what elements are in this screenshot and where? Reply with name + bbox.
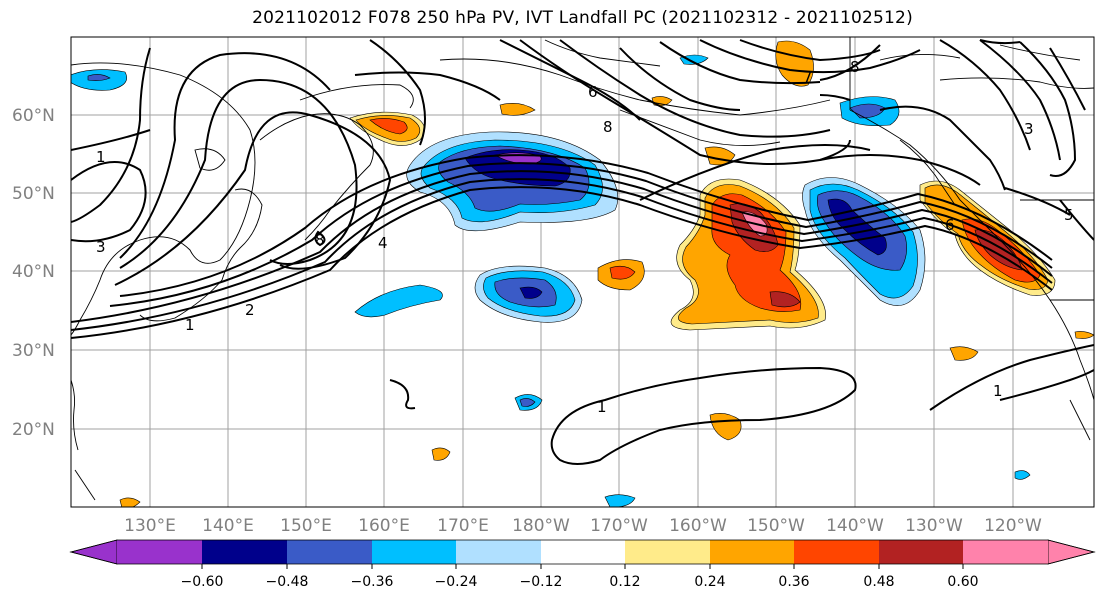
colorbar-tick-label: 0.12 [609, 574, 640, 590]
lon-label: 140°W [826, 516, 884, 536]
contour-label: 6 [945, 216, 955, 234]
pv-contours [71, 39, 1094, 465]
contour-label: 1 [597, 398, 607, 416]
lon-label: 180°W [512, 516, 570, 536]
contour-label: 8 [850, 58, 860, 76]
contour-label: 3 [1024, 120, 1034, 138]
contour-labels: 1 3 8 4 2 1 6 8 8 7 3 6 5 1 1 [96, 58, 1074, 416]
lon-label: 150°W [747, 516, 805, 536]
colorbar: −0.60 −0.48 −0.36 −0.24 −0.12 0.12 0.24 … [69, 539, 1096, 590]
lon-label: 170°W [590, 516, 648, 536]
colorbar-segment [541, 540, 625, 564]
colorbar-segment [372, 540, 456, 564]
colorbar-extend-low [69, 539, 118, 565]
contour-label: 5 [1064, 206, 1074, 224]
contour-label: 6 [588, 83, 598, 101]
colorbar-tick-label: 0.36 [778, 574, 809, 590]
colorbar-segment [710, 540, 794, 564]
colorbar-segment [794, 540, 879, 564]
colorbar-extend-high [1047, 539, 1096, 565]
colorbar-segment [625, 540, 710, 564]
colorbar-segment [202, 540, 287, 564]
lat-label: 50°N [12, 184, 55, 204]
colorbar-segment [287, 540, 372, 564]
lon-label: 160°E [358, 516, 410, 536]
colorbar-segment [963, 540, 1048, 564]
map-border [70, 36, 1095, 508]
colorbar-tick-label: −0.12 [520, 574, 563, 590]
lat-label: 20°N [12, 420, 55, 440]
lon-label: 140°E [202, 516, 254, 536]
lon-label: 150°E [280, 516, 332, 536]
latitude-labels: 60°N 50°N 40°N 30°N 20°N [12, 106, 55, 440]
contour-label: 1 [185, 316, 195, 334]
contour-label: 1 [96, 148, 106, 166]
colorbar-segment [117, 540, 202, 564]
longitude-labels: 130°E 140°E 150°E 160°E 170°E 180°W 170°… [124, 516, 1042, 536]
contour-label: 7 [803, 68, 813, 86]
figure-title: 2021102012 F078 250 hPa PV, IVT Landfall… [252, 8, 913, 28]
colorbar-outline [69, 539, 1096, 565]
colorbar-tick-label: 0.24 [694, 574, 725, 590]
lon-label: 130°W [905, 516, 963, 536]
contour-label: 8 [315, 231, 325, 249]
colorbar-tick-label: −0.36 [351, 574, 394, 590]
colorbar-ticks [201, 564, 964, 569]
lat-label: 30°N [12, 341, 55, 361]
colorbar-tick-label: −0.48 [266, 574, 309, 590]
colorbar-tick-label: 0.48 [863, 574, 894, 590]
contour-label: 3 [96, 238, 106, 256]
colorbar-tick-label: 0.60 [947, 574, 978, 590]
colorbar-tick-label: −0.24 [435, 574, 478, 590]
contour-label: 2 [245, 301, 255, 319]
lon-label: 170°E [437, 516, 489, 536]
colorbar-segment [879, 540, 963, 564]
lon-label: 120°W [984, 516, 1042, 536]
lat-label: 60°N [12, 106, 55, 126]
lat-label: 40°N [12, 262, 55, 282]
lon-label: 130°E [124, 516, 176, 536]
contour-label: 4 [378, 234, 388, 252]
negative-anomalies [71, 54, 1031, 507]
colorbar-tick-label: −0.60 [181, 574, 224, 590]
lon-label: 160°W [669, 516, 727, 536]
contour-label: 1 [993, 382, 1003, 400]
colorbar-segment [456, 540, 541, 564]
contour-label: 8 [603, 118, 613, 136]
